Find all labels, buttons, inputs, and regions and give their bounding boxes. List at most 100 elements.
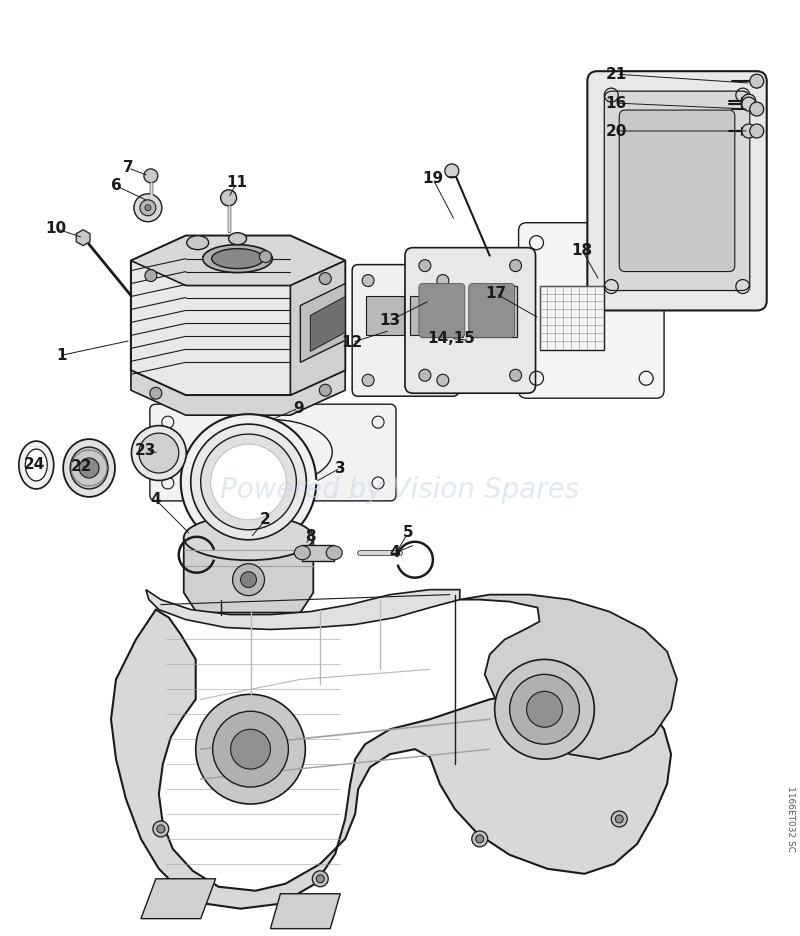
FancyBboxPatch shape (518, 223, 664, 398)
Circle shape (526, 692, 562, 727)
Polygon shape (300, 284, 345, 362)
Ellipse shape (131, 426, 186, 480)
Circle shape (494, 660, 594, 759)
Text: 11: 11 (226, 175, 247, 190)
Text: 6: 6 (110, 179, 122, 194)
Polygon shape (76, 229, 90, 245)
Circle shape (233, 563, 265, 595)
Text: 18: 18 (572, 243, 593, 258)
Circle shape (153, 821, 169, 837)
Circle shape (150, 388, 162, 400)
FancyBboxPatch shape (150, 404, 396, 501)
Circle shape (157, 825, 165, 833)
Text: 17: 17 (485, 286, 506, 301)
Ellipse shape (186, 236, 209, 250)
Text: 13: 13 (379, 313, 401, 328)
Circle shape (241, 572, 257, 588)
Circle shape (437, 374, 449, 387)
Circle shape (201, 434, 296, 530)
Circle shape (750, 124, 764, 138)
Circle shape (750, 74, 764, 88)
Text: 21: 21 (606, 66, 627, 81)
Text: 7: 7 (122, 160, 134, 175)
Circle shape (510, 370, 522, 381)
Circle shape (476, 835, 484, 843)
Ellipse shape (326, 546, 342, 560)
Ellipse shape (19, 441, 54, 489)
Circle shape (196, 695, 306, 804)
Circle shape (419, 259, 431, 271)
Ellipse shape (63, 439, 115, 497)
Circle shape (190, 424, 306, 540)
Circle shape (78, 233, 88, 242)
Polygon shape (184, 538, 314, 612)
Text: 20: 20 (606, 124, 627, 139)
Text: 22: 22 (70, 459, 92, 474)
Text: 10: 10 (46, 221, 66, 236)
Circle shape (742, 124, 756, 138)
Text: Powered by Vision Spares: Powered by Vision Spares (220, 475, 580, 504)
Circle shape (316, 875, 324, 883)
Bar (470, 285, 517, 337)
Polygon shape (310, 297, 345, 351)
Bar (539, 285, 604, 350)
Circle shape (472, 831, 488, 847)
FancyBboxPatch shape (604, 91, 750, 290)
Ellipse shape (212, 249, 263, 269)
Polygon shape (131, 371, 345, 416)
Text: 1: 1 (56, 348, 66, 363)
Ellipse shape (202, 244, 273, 272)
Circle shape (750, 102, 764, 116)
Circle shape (210, 444, 286, 519)
Circle shape (181, 414, 316, 549)
Text: 4: 4 (390, 546, 400, 561)
Polygon shape (270, 894, 340, 929)
FancyBboxPatch shape (619, 110, 735, 271)
Text: 12: 12 (342, 335, 362, 350)
Circle shape (319, 385, 331, 396)
Bar (366, 296, 404, 335)
Text: 14,15: 14,15 (427, 331, 474, 346)
Circle shape (259, 251, 271, 263)
Polygon shape (146, 590, 460, 630)
Text: 5: 5 (402, 525, 414, 540)
Circle shape (230, 729, 270, 769)
Text: 9: 9 (293, 401, 304, 416)
Text: 1166ET032 SC: 1166ET032 SC (786, 786, 795, 852)
Circle shape (437, 274, 449, 286)
Circle shape (362, 374, 374, 387)
Circle shape (742, 95, 756, 108)
Text: 4: 4 (150, 492, 161, 507)
Circle shape (145, 205, 151, 211)
Circle shape (79, 458, 99, 478)
Polygon shape (460, 594, 677, 759)
Circle shape (134, 194, 162, 222)
Circle shape (362, 274, 374, 286)
Ellipse shape (70, 447, 108, 489)
Ellipse shape (184, 516, 314, 561)
Circle shape (445, 164, 458, 178)
Circle shape (510, 259, 522, 271)
Polygon shape (111, 609, 671, 909)
Circle shape (615, 815, 623, 823)
Text: 24: 24 (23, 457, 45, 472)
Text: 19: 19 (422, 171, 443, 186)
Polygon shape (141, 879, 216, 918)
Polygon shape (290, 260, 345, 395)
Polygon shape (131, 236, 345, 395)
Polygon shape (131, 236, 345, 285)
Circle shape (140, 199, 156, 216)
Bar (421, 285, 462, 337)
Text: 16: 16 (606, 95, 627, 110)
Ellipse shape (229, 233, 246, 244)
Circle shape (611, 811, 627, 826)
Circle shape (145, 270, 157, 282)
Ellipse shape (139, 433, 178, 473)
FancyBboxPatch shape (405, 248, 535, 393)
Circle shape (742, 97, 756, 111)
FancyBboxPatch shape (352, 265, 458, 396)
Text: 23: 23 (135, 443, 157, 458)
Circle shape (312, 870, 328, 886)
Bar (302, 545, 334, 561)
Circle shape (221, 190, 237, 206)
